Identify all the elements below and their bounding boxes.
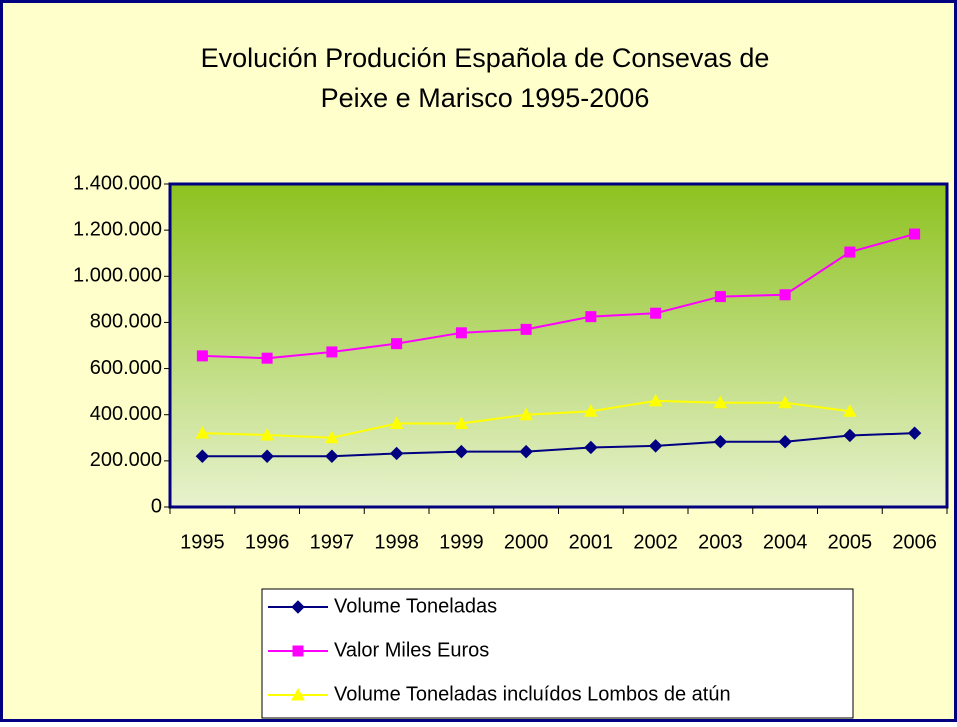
data-point [844,246,856,258]
y-tick-label: 1.000.000 [73,265,162,287]
data-point [326,346,338,358]
data-point [648,439,663,453]
legend-marker [291,687,305,701]
y-tick-label: 600.000 [90,357,162,379]
x-tick-label: 2004 [763,531,808,553]
data-point [454,444,469,459]
data-point [325,430,339,444]
y-tick-label: 1.200.000 [73,218,162,240]
y-tick-label: 400.000 [90,403,162,425]
legend-label: Volume Toneladas incluídos Lombos de atú… [334,683,731,705]
data-point [779,289,791,301]
y-tick-label: 200.000 [90,449,162,471]
x-tick-label: 1999 [439,531,484,553]
data-point [843,404,857,417]
data-point [195,449,210,463]
plot-area [168,182,949,509]
data-point [391,338,403,350]
data-point [455,327,467,339]
data-point [260,427,274,441]
y-tick-label: 800.000 [90,311,162,333]
data-point [713,435,728,449]
x-tick-label: 2002 [633,531,678,553]
legend-marker [291,600,305,614]
y-tick-label: 1.400.000 [73,172,162,194]
legend-label: Valor Miles Euros [334,639,489,661]
data-point [454,416,469,429]
data-point [325,449,339,463]
data-point [907,426,922,440]
data-point [389,446,404,461]
legend-label: Volume Toneladas [334,595,497,617]
x-tick-label: 1995 [180,531,225,553]
x-tick-label: 1996 [245,531,290,553]
legend-box [261,588,854,719]
data-point [843,428,857,443]
data-point [778,435,792,449]
data-point [519,444,533,459]
data-point [650,307,662,319]
data-point [196,350,208,362]
x-tick-label: 2001 [569,531,614,553]
data-point [519,407,533,421]
data-point [909,228,921,240]
x-tick-label: 2005 [828,531,873,553]
data-point [778,395,792,409]
data-point [389,416,404,429]
data-point [648,393,663,407]
data-point [714,291,726,303]
legend-marker [292,645,304,657]
x-tick-label: 2003 [698,531,743,553]
series-line [202,432,915,458]
y-tick-label: 0 [151,495,162,517]
data-point [584,440,598,455]
series-line [202,233,915,360]
data-point [195,426,210,439]
x-tick-label: 2006 [892,531,937,553]
data-point [713,395,728,409]
data-point [584,404,598,417]
chart-title: Peixe e Marisco 1995-2006 [321,83,650,113]
data-point [261,352,273,364]
data-point [520,323,532,335]
data-point [585,311,597,323]
x-tick-label: 1998 [374,531,419,553]
x-tick-label: 1997 [310,531,355,553]
data-point [260,449,274,463]
chart-title: Evolución Produción Española de Consevas… [201,43,770,73]
x-tick-label: 2000 [504,531,549,553]
